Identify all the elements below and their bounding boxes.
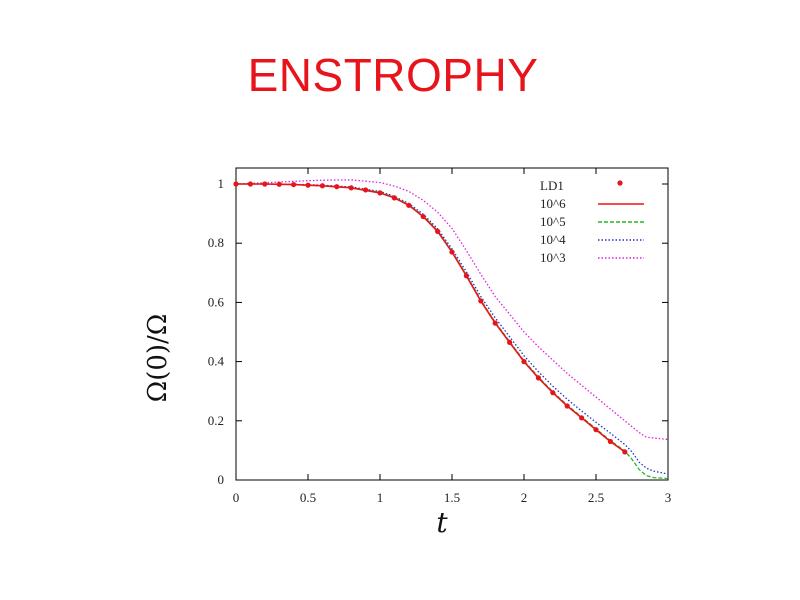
x-tick-label: 2 [521,490,528,505]
ld1-point [564,403,570,409]
ld1-point [449,249,455,255]
ld1-point [478,298,484,304]
ld1-point [535,375,542,381]
x-axis-label: t [436,506,448,539]
ld1-point [247,181,253,187]
ld1-point [291,181,297,188]
series-line-10-3 [235,179,669,441]
ld1-point [406,202,412,208]
ld1-point [420,213,426,220]
legend-label: 10^3 [540,250,566,265]
ld1-point [463,273,469,279]
ld1-point [607,438,614,445]
ld1-point [391,195,397,201]
ld1-point [579,415,585,421]
y-axis-label: Ω(0)/Ω [143,314,173,403]
ld1-point [319,183,325,189]
x-tick-label: 0 [233,490,240,505]
legend-label: 10^4 [540,232,566,247]
x-tick-label: 1 [377,490,384,505]
y-tick-label: 0.2 [208,413,224,428]
ld1-point [305,182,311,188]
x-tick-label: 1.5 [444,490,460,505]
series-layer [233,179,669,480]
plot-frame [235,167,669,481]
x-tick-label: 0.5 [300,490,316,505]
ld1-point [593,427,599,433]
ld1-point [334,184,340,190]
legend-marker [617,180,623,186]
ld1-point [622,449,628,455]
ld1-point [262,181,268,187]
y-tick-label: 0.6 [208,294,225,309]
ld1-point [507,339,513,345]
ld1-point [550,390,556,396]
legend-label: 10^6 [540,196,566,211]
ld1-point [363,187,369,193]
y-tick-label: 0.4 [208,354,225,369]
y-tick-label: 0.8 [208,235,224,250]
y-tick-label: 1 [218,176,225,191]
legend-label: LD1 [540,178,564,193]
x-tick-label: 2.5 [588,490,604,505]
slide-title: ENSTROPHY [247,49,539,101]
y-axis-ticks: 0 0.2 0.4 0.6 0.8 1 [208,176,668,487]
ld1-point [233,181,239,187]
ld1-point [492,320,498,326]
ld1-point [348,185,354,191]
y-tick-label: 0 [218,472,225,487]
legend: LD1 10^6 10^5 10^4 10^3 [540,178,644,265]
series-line-10-6 [236,183,626,453]
x-axis-ticks: 0 0.5 1 1.5 2 2.5 3 [233,168,672,505]
x-tick-label: 3 [665,490,672,505]
ld1-point [521,359,527,365]
legend-label: 10^5 [540,214,566,229]
ld1-point [276,181,282,187]
ld1-point [435,228,441,234]
ld1-point [377,190,383,196]
